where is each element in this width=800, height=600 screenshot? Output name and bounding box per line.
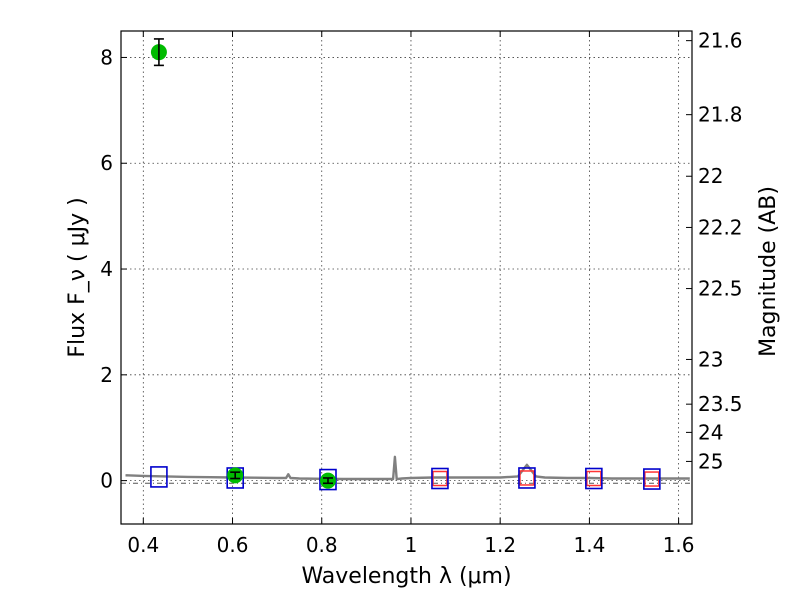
model-photometry-marker [319,468,337,491]
x-tick-label: 1 [405,533,418,557]
model-photometry-marker [431,467,449,490]
grid-lines [121,31,692,524]
mag-tick-label: 22.2 [698,215,743,239]
x-tick-label: 1.2 [484,533,516,557]
x-tick-label: 0.6 [217,533,249,557]
upper-limit-marker [586,470,602,487]
x-tick-label: 0.8 [306,533,338,557]
plot-frame [120,30,693,525]
mag-tick-label: 22 [698,164,723,188]
x-tick-label: 1.6 [663,533,695,557]
x-tick-label: 0.4 [127,533,159,557]
y-tick-label: 2 [100,363,113,387]
upper-limit-marker [519,470,535,486]
y-tick-label: 0 [100,469,113,493]
model-photometry-marker [585,467,603,490]
mag-tick-label: 25 [698,449,723,473]
model-photometry-marker [150,466,168,488]
mag-tick-label: 22.5 [698,277,743,301]
y-axis-label-magnitude: Magnitude (AB) [756,186,781,357]
mag-tick-label: 24 [698,420,723,444]
model-photometry-marker [518,467,536,489]
y-tick-label: 8 [100,45,113,69]
mag-tick-label: 21.8 [698,103,743,127]
x-axis-label: Wavelength λ (μm) [301,564,511,589]
y-tick-label: 6 [100,151,113,175]
upper-limit-marker [644,471,660,487]
y-tick-label: 4 [100,257,113,281]
sed-template-line [125,455,690,481]
x-tick-label: 1.4 [573,533,605,557]
mag-tick-label: 21.6 [698,29,743,53]
mag-tick-label: 23 [698,347,723,371]
axis-ticks: 0.4 0.6 0.8 1 1.2 1.4 1.60246821.621.82222.222… [100,29,742,557]
mag-tick-label: 23.5 [698,392,743,416]
data-layer [121,38,692,491]
y-axis-label-flux: Flux F_ν ( μJy ) [65,197,90,357]
upper-limit-marker [432,470,448,487]
model-photometry-marker [643,468,661,490]
